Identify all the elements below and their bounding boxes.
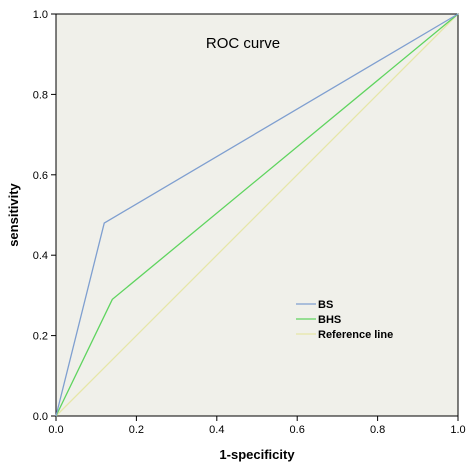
- x-axis-ticks: 0.0 0.2 0.4 0.6 0.8 1.0: [48, 416, 466, 436]
- y-tick-label: 1.0: [33, 9, 48, 21]
- legend-label-bs: BS: [318, 299, 333, 311]
- x-tick-label: 0.2: [129, 424, 144, 436]
- y-tick-label: 0.8: [33, 89, 48, 101]
- x-tick-label: 0.0: [48, 424, 63, 436]
- legend: BS BHS Reference line: [296, 299, 393, 341]
- x-axis-title: 1-specificity: [219, 447, 295, 462]
- series-line-bs: [55, 13, 459, 417]
- y-axis-title: sensitivity: [6, 182, 21, 246]
- x-tick-label: 0.6: [290, 424, 305, 436]
- series-line-bhs: [55, 13, 459, 417]
- legend-label-reference-line: Reference line: [318, 329, 393, 341]
- y-tick-label: 0.0: [33, 411, 48, 423]
- chart-title: ROC curve: [206, 35, 280, 52]
- x-tick-label: 0.4: [209, 424, 224, 436]
- y-tick-label: 0.4: [33, 250, 48, 262]
- x-tick-label: 0.8: [370, 424, 385, 436]
- y-axis-ticks: 0.0 0.2 0.4 0.6 0.8 1.0: [33, 9, 56, 423]
- series-line-reference-line: [55, 13, 459, 417]
- series-layer: [55, 13, 459, 417]
- x-tick-label: 1.0: [450, 424, 465, 436]
- y-tick-label: 0.2: [33, 331, 48, 343]
- y-tick-label: 0.6: [33, 170, 48, 182]
- legend-label-bhs: BHS: [318, 314, 341, 326]
